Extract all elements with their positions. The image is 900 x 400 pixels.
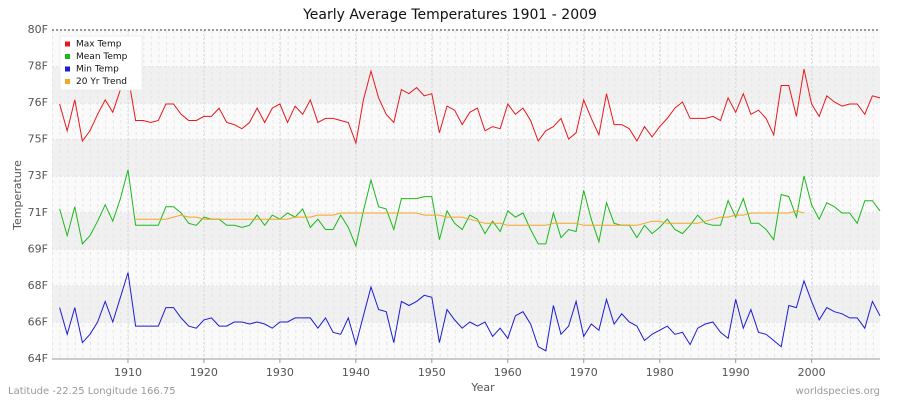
y-tick-label: 66F <box>28 315 48 328</box>
y-axis-label: Temperature <box>11 160 24 231</box>
y-tick-label: 75F <box>28 133 48 146</box>
legend-swatch <box>65 41 70 47</box>
x-tick-label: 1930 <box>266 366 294 379</box>
x-tick-label: 1970 <box>570 366 598 379</box>
legend-swatch <box>65 79 70 84</box>
x-tick-label: 1950 <box>418 366 446 379</box>
legend-box <box>59 35 143 91</box>
y-tick-label: 68F <box>28 279 48 292</box>
footer-source: worldspecies.org <box>796 386 880 397</box>
y-tick-label: 76F <box>28 96 48 109</box>
legend-label: Max Temp <box>76 40 122 50</box>
x-tick-label: 1980 <box>646 366 674 379</box>
x-tick-label: 1940 <box>342 366 370 379</box>
minor-grid <box>52 30 880 359</box>
y-tick-label: 71F <box>28 206 48 219</box>
legend-swatch <box>65 66 70 72</box>
y-tick-label: 80F <box>28 23 48 36</box>
chart-title: Yearly Average Temperatures 1901 - 2009 <box>302 7 597 23</box>
y-tick-label: 73F <box>28 169 48 182</box>
x-tick-label: 2000 <box>798 366 826 379</box>
legend-swatch <box>65 54 70 59</box>
legend-label: Mean Temp <box>76 52 128 62</box>
y-tick-label: 64F <box>28 352 48 365</box>
x-tick-label: 1960 <box>494 366 522 379</box>
x-axis-label: Year <box>470 381 495 394</box>
x-tick-label: 1990 <box>722 366 750 379</box>
y-tick-label: 78F <box>28 60 48 73</box>
series-line <box>59 169 881 248</box>
series-line <box>135 210 805 226</box>
y-tick-label: 69F <box>28 242 48 255</box>
series-line <box>59 68 881 146</box>
footer-location: Latitude -22.25 Longitude 166.75 <box>8 386 176 397</box>
series-line <box>59 272 881 352</box>
x-tick-label: 1920 <box>190 366 218 379</box>
legend-label: Min Temp <box>76 65 119 75</box>
legend-label: 20 Yr Trend <box>76 77 127 87</box>
x-tick-label: 1910 <box>114 366 142 379</box>
